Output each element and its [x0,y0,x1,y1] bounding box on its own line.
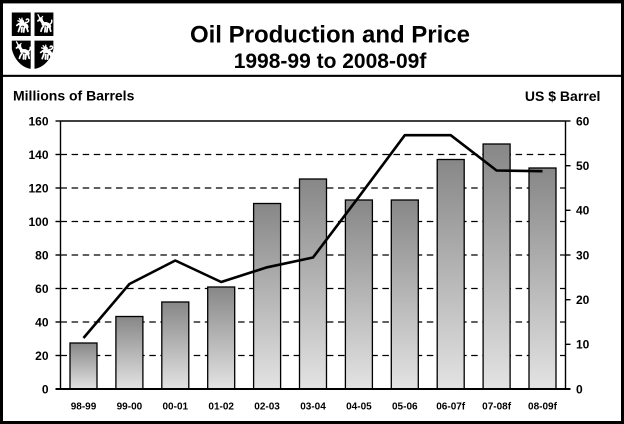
svg-text:30: 30 [576,248,590,262]
svg-text:40: 40 [576,204,590,218]
svg-text:0: 0 [576,382,583,396]
svg-text:20: 20 [35,349,49,363]
svg-text:50: 50 [576,159,590,173]
svg-text:140: 140 [28,148,48,162]
svg-text:06-07f: 06-07f [436,402,466,413]
svg-text:0: 0 [42,382,49,396]
svg-text:20: 20 [576,293,590,307]
svg-text:60: 60 [576,114,590,128]
svg-text:40: 40 [35,315,49,329]
svg-text:08-09f: 08-09f [528,402,558,413]
svg-text:US $ Barrel: US $ Barrel [525,88,600,104]
svg-text:1998-99 to 2008-09f: 1998-99 to 2008-09f [234,50,428,73]
svg-text:07-08f: 07-08f [482,402,512,413]
svg-text:03-04: 03-04 [300,402,326,413]
svg-text:02-03: 02-03 [254,402,280,413]
svg-text:98-99: 98-99 [71,402,97,413]
svg-text:99-00: 99-00 [117,402,143,413]
svg-text:01-02: 01-02 [208,402,234,413]
svg-text:160: 160 [28,114,48,128]
svg-text:04-05: 04-05 [346,402,372,413]
svg-text:100: 100 [28,215,48,229]
svg-text:60: 60 [35,282,49,296]
svg-text:120: 120 [28,181,48,195]
svg-text:00-01: 00-01 [163,402,189,413]
svg-text:10: 10 [576,338,590,352]
svg-text:05-06: 05-06 [392,402,418,413]
svg-text:Oil Production and Price: Oil Production and Price [190,22,470,49]
svg-text:80: 80 [35,248,49,262]
svg-text:Millions of Barrels: Millions of Barrels [13,88,135,104]
